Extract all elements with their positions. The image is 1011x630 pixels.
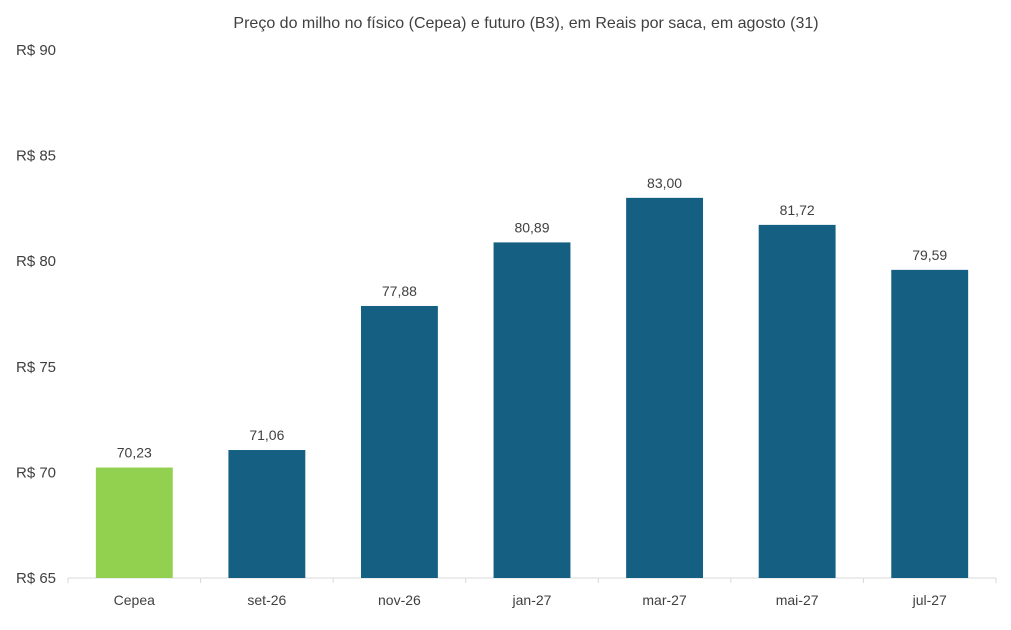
x-tick-label: set-26	[247, 592, 286, 608]
y-tick-label: R$ 85	[16, 148, 56, 165]
bar-jan-27	[493, 242, 571, 578]
chart-title: Preço do milho no físico (Cepea) e futur…	[233, 15, 818, 32]
y-tick-label: R$ 65	[16, 570, 56, 587]
data-labels-group: 70,23 71,06 77,88 80,89 83,00 81,72 79,59	[117, 175, 948, 461]
y-axis: R$ 65 R$ 70 R$ 75 R$ 80 R$ 85 R$ 90	[16, 42, 56, 587]
bar-set-26	[228, 450, 306, 578]
bar-mar-27	[626, 197, 704, 578]
bar-mai-27	[758, 224, 836, 578]
bar-jul-27	[891, 269, 969, 578]
y-tick-label: R$ 70	[16, 464, 56, 481]
x-tick-label: jan-27	[512, 592, 552, 608]
x-tick-label: mar-27	[642, 592, 687, 608]
data-label: 80,89	[514, 219, 549, 235]
bar-nov-26	[360, 305, 438, 578]
y-tick-label: R$ 80	[16, 253, 56, 270]
y-tick-label: R$ 75	[16, 359, 56, 376]
data-label: 79,59	[912, 247, 947, 263]
data-label: 70,23	[117, 445, 152, 461]
data-label: 83,00	[647, 175, 682, 191]
x-tick-label: mai-27	[776, 592, 819, 608]
data-label: 81,72	[780, 202, 815, 218]
bars-group	[95, 197, 969, 578]
data-label: 71,06	[249, 427, 284, 443]
x-tick-label: Cepea	[114, 592, 155, 608]
bar-Cepea	[95, 467, 173, 578]
x-tick-label: jul-27	[912, 592, 947, 608]
x-axis: Cepea set-26 nov-26 jan-27 mar-27 mai-27 jul-2…	[67, 577, 997, 608]
x-tick-label: nov-26	[378, 592, 421, 608]
y-tick-label: R$ 90	[16, 42, 56, 59]
data-label: 77,88	[382, 283, 417, 299]
